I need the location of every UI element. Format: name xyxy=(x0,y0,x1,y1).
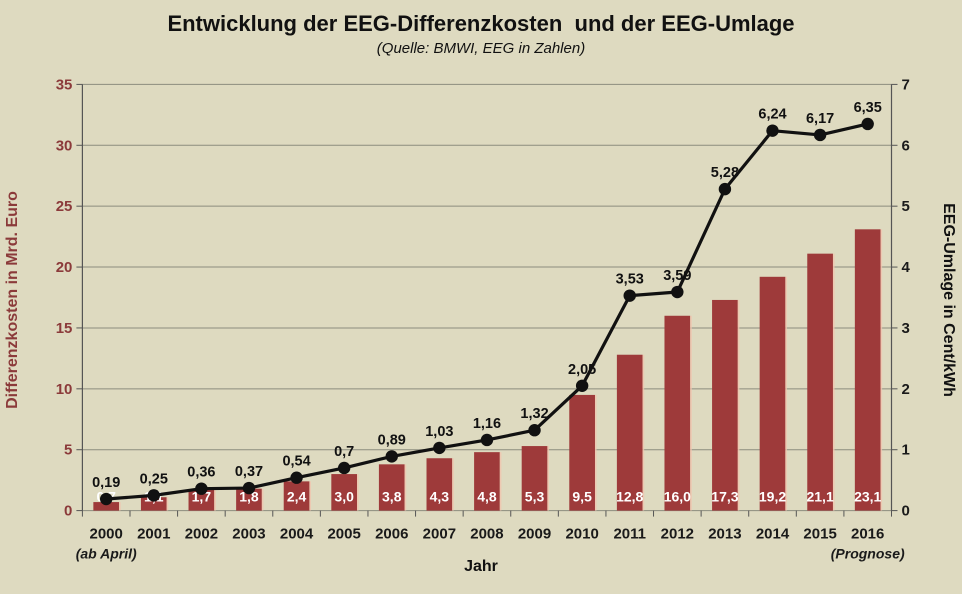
svg-text:2006: 2006 xyxy=(375,526,408,543)
svg-text:5,3: 5,3 xyxy=(525,489,545,505)
svg-text:2005: 2005 xyxy=(327,526,360,543)
svg-text:0,54: 0,54 xyxy=(282,454,310,470)
svg-text:4: 4 xyxy=(902,259,911,276)
svg-text:2013: 2013 xyxy=(708,526,741,543)
svg-text:19,2: 19,2 xyxy=(759,489,786,505)
svg-text:3,59: 3,59 xyxy=(663,268,691,284)
svg-text:2: 2 xyxy=(902,381,910,398)
svg-text:2000: 2000 xyxy=(90,526,123,543)
svg-text:3,53: 3,53 xyxy=(616,272,644,288)
svg-text:4,8: 4,8 xyxy=(477,489,497,505)
svg-text:12,8: 12,8 xyxy=(616,489,643,505)
svg-text:30: 30 xyxy=(56,137,73,154)
svg-text:20: 20 xyxy=(56,259,73,276)
svg-text:2,05: 2,05 xyxy=(568,362,596,378)
svg-text:2007: 2007 xyxy=(423,526,456,543)
svg-text:2010: 2010 xyxy=(565,526,598,543)
svg-text:1,03: 1,03 xyxy=(425,424,453,440)
svg-text:10: 10 xyxy=(56,381,73,398)
svg-text:25: 25 xyxy=(56,198,73,215)
svg-text:5: 5 xyxy=(64,442,72,459)
svg-text:9,5: 9,5 xyxy=(572,489,592,505)
svg-text:6,35: 6,35 xyxy=(854,100,882,116)
svg-text:2004: 2004 xyxy=(280,526,314,543)
svg-text:1,32: 1,32 xyxy=(520,406,548,422)
svg-text:4,3: 4,3 xyxy=(430,489,450,505)
svg-text:5,28: 5,28 xyxy=(711,165,739,181)
svg-text:2015: 2015 xyxy=(803,526,836,543)
svg-text:0,89: 0,89 xyxy=(378,432,406,448)
svg-text:0,36: 0,36 xyxy=(187,465,215,481)
svg-text:2009: 2009 xyxy=(518,526,551,543)
svg-text:7: 7 xyxy=(902,76,910,93)
svg-text:0,19: 0,19 xyxy=(92,475,120,491)
svg-text:6: 6 xyxy=(902,137,910,154)
svg-text:35: 35 xyxy=(56,76,73,93)
svg-text:0,7: 0,7 xyxy=(334,444,354,460)
svg-text:0,25: 0,25 xyxy=(140,471,168,487)
svg-text:2016: 2016 xyxy=(851,526,884,543)
svg-text:2,4: 2,4 xyxy=(287,489,307,505)
svg-text:3,0: 3,0 xyxy=(334,489,354,505)
svg-text:17,3: 17,3 xyxy=(711,489,738,505)
svg-text:6,24: 6,24 xyxy=(758,107,786,123)
svg-text:0: 0 xyxy=(902,503,910,520)
svg-text:1,16: 1,16 xyxy=(473,416,501,432)
svg-text:0,37: 0,37 xyxy=(235,464,263,480)
svg-text:1: 1 xyxy=(902,442,910,459)
svg-text:2003: 2003 xyxy=(232,526,265,543)
svg-text:2008: 2008 xyxy=(470,526,503,543)
svg-text:16,0: 16,0 xyxy=(664,489,691,505)
svg-text:15: 15 xyxy=(56,320,73,337)
svg-text:23,1: 23,1 xyxy=(854,489,881,505)
svg-text:2011: 2011 xyxy=(613,526,646,543)
svg-text:6,17: 6,17 xyxy=(806,111,834,127)
svg-text:2014: 2014 xyxy=(756,526,790,543)
svg-text:3: 3 xyxy=(902,320,910,337)
svg-text:2002: 2002 xyxy=(185,526,218,543)
svg-text:0: 0 xyxy=(64,503,72,520)
svg-text:5: 5 xyxy=(902,198,910,215)
svg-text:21,1: 21,1 xyxy=(806,489,833,505)
svg-text:2012: 2012 xyxy=(661,526,694,543)
svg-text:2001: 2001 xyxy=(137,526,170,543)
svg-text:3,8: 3,8 xyxy=(382,489,402,505)
